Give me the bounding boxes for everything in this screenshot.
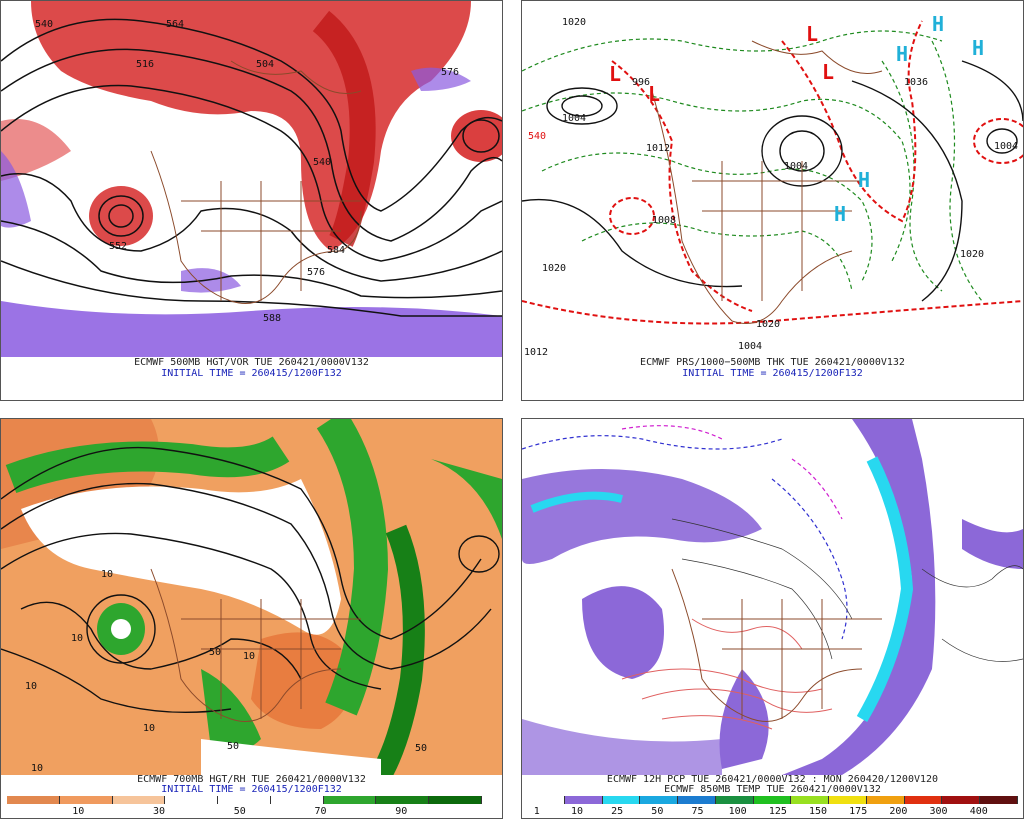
colorbar-tick-label: 300 (929, 806, 948, 817)
panel-title: ECMWF PRS/1000−500MB THK TUE 260421/0000… (640, 357, 905, 368)
contour-label: 564 (166, 19, 184, 30)
colorbar-tick-label: 30 (152, 806, 166, 817)
precip-colorbar: 1 10 25 50 75 100 125 150 175 200 300 400 (527, 796, 1018, 818)
colorbar-swatch (904, 796, 943, 804)
initial-time: INITIAL TIME = 260415/1200F132 (682, 368, 863, 379)
colorbar-swatch (678, 796, 716, 804)
contour-label: 1020 (756, 319, 780, 330)
panel-title: ECMWF 12H PCP TUE 260421/0000V132 : MON … (606, 774, 939, 785)
contour-label: 540 (528, 131, 546, 142)
low-pressure-marker: L (822, 60, 834, 84)
colorbar-tick-label: 25 (611, 806, 624, 817)
panel-pcp-850temp: ECMWF 12H PCP TUE 260421/0000V132 : MON … (521, 418, 1024, 819)
colorbar-swatch (376, 796, 430, 804)
contour-label: 1036 (904, 77, 928, 88)
contour-label: 1020 (960, 249, 984, 260)
colorbar-swatch (715, 796, 754, 804)
colorbar-swatch (640, 796, 679, 804)
colorbar-swatch (753, 796, 792, 804)
contour-label: 584 (327, 245, 345, 256)
colorbar-tick-label: 50 (651, 806, 664, 817)
high-pressure-marker: H (858, 168, 870, 192)
panel-prs-thk: L L L L H H H H H 1020 1004 996 1012 100… (521, 0, 1024, 401)
panel-700mb-hgt-rh: 10 10 50 10 10 10 50 50 10 ECMWF 700MB H… (0, 418, 503, 819)
colorbar-tick-label: 90 (395, 806, 408, 817)
contour-label: 1004 (994, 141, 1018, 152)
colorbar-swatch (602, 796, 641, 804)
colorbar-swatch (791, 796, 830, 804)
contour-label: 10 (101, 569, 113, 580)
colorbar-swatch (270, 796, 324, 804)
contour-label: 10 (25, 681, 37, 692)
map-700mb-relative-humidity: 10 10 50 10 10 10 50 50 10 (1, 419, 502, 775)
colorbar-swatch (980, 796, 1018, 804)
colorbar-swatch (527, 796, 565, 804)
colorbar-tick-label: 50 (233, 806, 246, 817)
panel-title: ECMWF 500MB HGT/VOR TUE 260421/0000V132 (134, 357, 369, 368)
colorbar-swatch (323, 796, 377, 804)
panel-title: ECMWF 700MB HGT/RH TUE 260421/0000V132 (137, 774, 366, 785)
contour-label: 588 (263, 313, 281, 324)
high-pressure-marker: H (834, 202, 846, 226)
colorbar-tick-label: 125 (768, 806, 787, 817)
contour-label: 1012 (524, 347, 548, 357)
contour-label: 10 (143, 723, 155, 734)
colorbar-tick-label: 100 (728, 806, 747, 817)
colorbar-tick-label: 10 (72, 806, 85, 817)
colorbar-swatch (165, 796, 219, 804)
contour-label: 516 (136, 59, 154, 70)
colorbar-tick-label: 10 (570, 806, 584, 817)
low-pressure-marker: L (648, 82, 660, 106)
contour-label: 1012 (646, 143, 670, 154)
colorbar-tick-label: 175 (849, 806, 868, 817)
colorbar-tick-label: 75 (691, 806, 704, 817)
colorbar-swatch (829, 796, 867, 804)
contour-label: 1004 (784, 161, 808, 172)
contour-label: 50 (415, 743, 427, 754)
contour-label: 576 (441, 67, 459, 78)
panel-subtitle: ECMWF 850MB TEMP TUE 260421/0000V132 (664, 784, 881, 795)
colorbar-swatch (866, 796, 905, 804)
contour-label: 540 (313, 157, 331, 168)
map-pressure-thickness: L L L L H H H H H 1020 1004 996 1012 100… (522, 1, 1023, 357)
contour-label: 576 (307, 267, 325, 278)
initial-time: INITIAL TIME = 260415/1200F132 (161, 784, 342, 795)
contour-label: 1004 (562, 113, 586, 124)
contour-label: 50 (227, 741, 239, 752)
initial-time: INITIAL TIME = 260415/1200F132 (161, 368, 342, 379)
colorbar-swatch (429, 796, 482, 804)
colorbar-swatch (59, 796, 113, 804)
colorbar-tick-label: 1 (533, 806, 540, 817)
high-pressure-marker: H (896, 42, 908, 66)
colorbar-swatch (218, 796, 271, 804)
high-pressure-marker: H (932, 12, 944, 36)
contour-label: 552 (109, 241, 127, 252)
contour-label: 10 (71, 633, 83, 644)
colorbar-swatch (564, 796, 603, 804)
contour-label: 1008 (652, 215, 676, 226)
contour-label: 1020 (542, 263, 566, 274)
panel-500mb-hgt-vor: 540 564 516 504 576 540 552 584 576 588 … (0, 0, 503, 401)
colorbar-swatch (112, 796, 166, 804)
colorbar-swatch (7, 796, 60, 804)
colorbar-swatch (942, 796, 981, 804)
contour-label: 50 (209, 647, 221, 658)
map-500mb-vorticity: 540 564 516 504 576 540 552 584 576 588 (1, 1, 502, 357)
contour-label: 540 (35, 19, 53, 30)
high-pressure-marker: H (972, 36, 984, 60)
colorbar-tick-label: 70 (314, 806, 327, 817)
colorbar-tick-label: 400 (969, 806, 988, 817)
colorbar-tick-label: 200 (889, 806, 908, 817)
contour-label: 504 (256, 59, 274, 70)
colorbar-tick-label: 150 (808, 806, 828, 817)
contour-label: 10 (31, 763, 43, 774)
rh-colorbar: 10 30 50 70 90 (7, 796, 482, 818)
contour-label: 1004 (738, 341, 762, 352)
low-pressure-marker: L (806, 22, 818, 46)
contour-label: 10 (243, 651, 255, 662)
contour-label: 996 (632, 77, 650, 88)
map-precip-850mb-temp (522, 419, 1023, 775)
low-pressure-marker: L (609, 62, 621, 86)
contour-label: 1020 (562, 17, 586, 28)
